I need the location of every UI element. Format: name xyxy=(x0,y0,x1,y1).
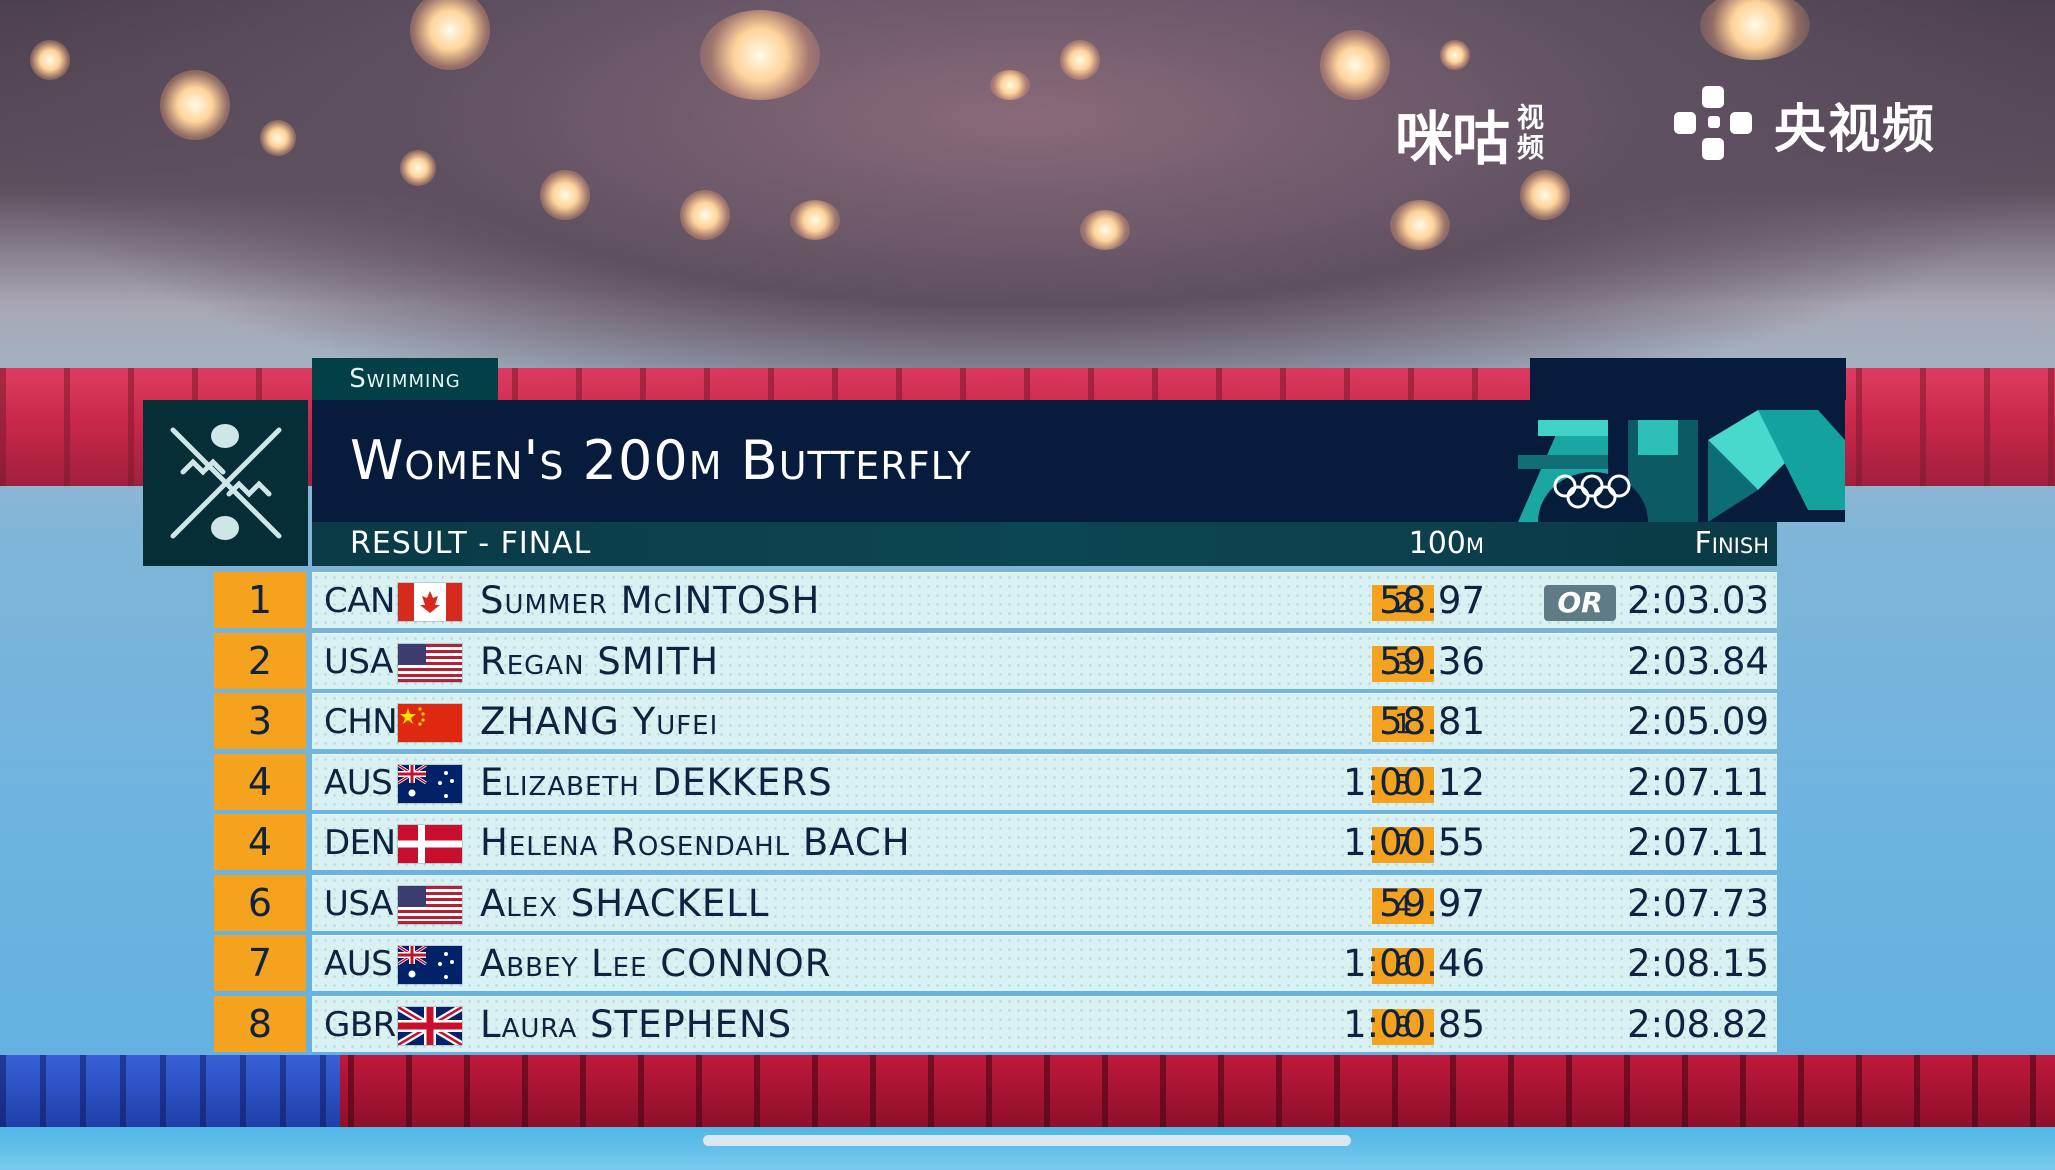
athlete-line: DEN Helena Rosendahl BACH 7 1:00.55 2:07… xyxy=(312,814,1777,870)
noc-code: DEN xyxy=(324,823,396,863)
athlete-name: Abbey Lee CONNOR xyxy=(480,942,832,985)
rank-cell: 1 xyxy=(214,572,306,628)
australia-flag-icon xyxy=(398,764,462,803)
cctv-wordmark: 央视频 xyxy=(1774,99,1937,160)
finish-time: 2:08.82 xyxy=(1627,1002,1769,1046)
split-rank: 8 xyxy=(1372,1008,1434,1045)
split-rank: 2 xyxy=(1372,585,1434,621)
result-row: 4 AUS Elizabeth DEKKERS 5 1:00.12 2:07.1… xyxy=(214,752,1777,813)
australia-flag-icon xyxy=(398,946,462,984)
split-time: 1:00.55 xyxy=(1343,821,1485,864)
result-row: 3 CHN ZHANG Yufei 1 58.81 2:05.09 xyxy=(214,691,1777,752)
athlete-name: Summer McINTOSH xyxy=(480,579,821,622)
noc-code: AUS xyxy=(324,944,393,984)
split-time: 1:00.85 xyxy=(1343,1002,1485,1046)
cctv-video-logo: 央视频 xyxy=(1668,84,1936,164)
noc-code: GBR xyxy=(324,1004,396,1045)
migu-sub-1: 视 xyxy=(1517,103,1545,134)
swimming-pictogram-icon xyxy=(143,400,308,566)
finish-time: 2:03.84 xyxy=(1627,639,1769,683)
athlete-name: ZHANG Yufei xyxy=(480,700,719,743)
athlete-line: AUS Abbey Lee CONNOR 6 1:00.46 2:08.15 xyxy=(312,935,1777,991)
rank-cell: 4 xyxy=(214,753,306,810)
athlete-name: Alex SHACKELL xyxy=(480,881,770,925)
split-time: 58.81 xyxy=(1379,700,1485,743)
finish-time: 2:07.73 xyxy=(1627,881,1769,925)
result-subheader: RESULT - FINAL 100m Finish xyxy=(312,522,1777,566)
split-rank: 6 xyxy=(1372,948,1434,984)
brand-panel-top xyxy=(1530,358,1846,400)
results-table: 1 CAN Summer McINTOSH 2 58.97 OR 2:03.03… xyxy=(214,570,1777,1054)
split-time: 1:00.46 xyxy=(1343,942,1485,985)
split-time: 59.36 xyxy=(1379,639,1485,683)
result-row: 1 CAN Summer McINTOSH 2 58.97 OR 2:03.03 xyxy=(214,570,1777,631)
lane-rope-bottom-blue xyxy=(0,1055,340,1127)
china-flag-icon xyxy=(398,704,462,742)
migu-wordmark: 咪咕 xyxy=(1395,105,1510,173)
finish-time: 2:08.15 xyxy=(1627,942,1769,985)
split-rank: 7 xyxy=(1372,827,1434,863)
noc-code: USA xyxy=(324,641,393,682)
result-row: 6 USA Alex SHACKELL 4 59.97 2:07.73 xyxy=(214,873,1777,934)
athlete-line: CAN Summer McINTOSH 2 58.97 OR 2:03.03 xyxy=(312,572,1777,628)
migu-subtext: 视 频 xyxy=(1517,104,1544,164)
home-indicator[interactable] xyxy=(703,1135,1351,1146)
rank-cell: 7 xyxy=(214,935,306,991)
finish-time: 2:07.11 xyxy=(1627,821,1769,864)
noc-code: CHN xyxy=(324,702,398,742)
result-row: 2 USA Regan SMITH 3 59.36 2:03.84 xyxy=(214,631,1777,692)
athlete-line: USA Regan SMITH 3 59.36 2:03.84 xyxy=(312,632,1777,689)
noc-code: USA xyxy=(324,883,393,924)
denmark-flag-icon xyxy=(398,825,462,863)
finish-time: 2:07.11 xyxy=(1627,760,1769,804)
lane-rope-bottom xyxy=(0,1055,2055,1127)
rank-cell: 4 xyxy=(214,814,306,870)
result-row: 8 GBR Laura STEPHENS 8 1:00.85 2:08.82 xyxy=(214,994,1777,1055)
athlete-line: AUS Elizabeth DEKKERS 5 1:00.12 2:07.11 xyxy=(312,753,1777,810)
pool-water xyxy=(0,1127,2055,1170)
athlete-line: GBR Laura STEPHENS 8 1:00.85 2:08.82 xyxy=(312,995,1777,1052)
split-rank: 1 xyxy=(1372,706,1434,742)
finish-time: 2:03.03 xyxy=(1627,579,1769,622)
event-title: Women's 200m Butterfly xyxy=(350,429,972,492)
rank-cell: 8 xyxy=(214,995,306,1052)
column-header-split: 100m xyxy=(1408,526,1484,561)
uk-flag-icon xyxy=(398,1006,462,1045)
noc-code: CAN xyxy=(324,581,395,621)
olympic-rings-icon xyxy=(1553,474,1631,509)
paris-brand-art xyxy=(1478,400,1845,522)
noc-code: AUS xyxy=(324,762,393,803)
split-rank: 3 xyxy=(1372,645,1434,682)
migu-logo: 咪咕 视 频 xyxy=(1395,92,1544,176)
column-header-finish: Finish xyxy=(1694,526,1769,561)
record-badge: OR xyxy=(1544,585,1616,621)
split-rank: 4 xyxy=(1372,887,1434,924)
athlete-line: CHN ZHANG Yufei 1 58.81 2:05.09 xyxy=(312,693,1777,749)
result-stage-label: RESULT - FINAL xyxy=(350,526,592,561)
canada-flag-icon xyxy=(398,583,462,621)
usa-flag-icon xyxy=(398,885,462,924)
finish-time: 2:05.09 xyxy=(1627,700,1769,743)
athlete-name: Laura STEPHENS xyxy=(480,1002,793,1046)
athlete-name: Helena Rosendahl BACH xyxy=(480,821,911,864)
split-time: 1:00.12 xyxy=(1343,760,1485,804)
athlete-name: Regan SMITH xyxy=(480,639,720,683)
split-time: 59.97 xyxy=(1379,881,1485,925)
rank-cell: 2 xyxy=(214,632,306,689)
sport-tag: Swimming xyxy=(312,358,498,400)
usa-flag-icon xyxy=(398,643,462,682)
result-row: 7 AUS Abbey Lee CONNOR 6 1:00.46 2:08.15 xyxy=(214,933,1777,994)
split-rank: 5 xyxy=(1372,766,1434,803)
migu-sub-2: 频 xyxy=(1517,133,1545,164)
athlete-name: Elizabeth DEKKERS xyxy=(480,760,833,804)
result-row: 4 DEN Helena Rosendahl BACH 7 1:00.55 2:… xyxy=(214,812,1777,873)
athlete-line: USA Alex SHACKELL 4 59.97 2:07.73 xyxy=(312,874,1777,931)
cctv-mark-icon xyxy=(1674,86,1752,160)
rank-cell: 3 xyxy=(214,693,306,749)
rank-cell: 6 xyxy=(214,874,306,931)
split-time: 58.97 xyxy=(1379,579,1485,622)
